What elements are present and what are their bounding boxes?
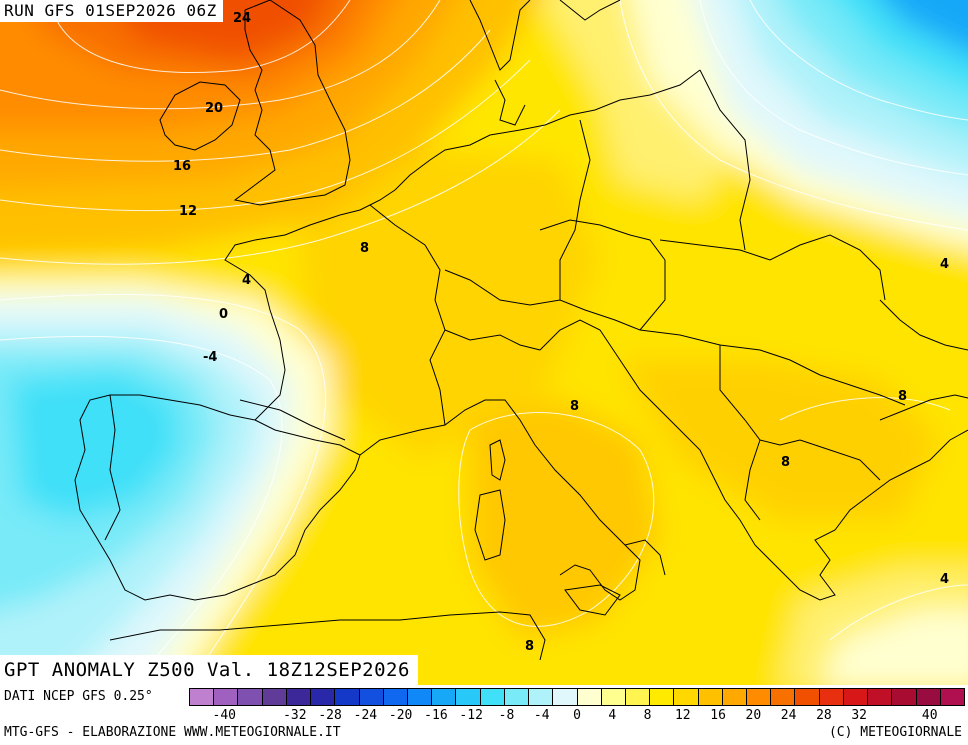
legend-tick-label: 24 [780, 708, 797, 723]
legend-swatch [190, 689, 215, 705]
legend-swatch [601, 689, 626, 705]
legend-tick-label: -24 [353, 708, 378, 723]
legend-swatch [311, 689, 336, 705]
legend-swatch [553, 689, 578, 705]
legend-swatch [843, 689, 869, 705]
legend-swatch [238, 689, 263, 705]
legend-swatch [262, 689, 287, 705]
legend-tick-label: -20 [388, 708, 413, 723]
color-legend [189, 688, 965, 706]
data-source-label: DATI NCEP GFS 0.25° [4, 689, 153, 704]
contour-label: 8 [898, 389, 907, 404]
legend-swatch [722, 689, 748, 705]
legend-tick-label: 12 [674, 708, 691, 723]
legend-tick-label: -40 [212, 708, 237, 723]
contour-label: -4 [203, 350, 217, 365]
anomaly-map: 24 20 16 12 8 4 0 -4 8 8 8 8 4 4 [0, 0, 968, 685]
legend-swatch [456, 689, 481, 705]
legend-swatch [383, 689, 408, 705]
legend-swatch [940, 689, 964, 705]
legend-tick-label: 0 [573, 708, 581, 723]
coastlines-borders [74, 0, 968, 661]
contour-labels: 24 20 16 12 8 4 0 -4 8 8 8 8 4 4 [173, 11, 949, 654]
legend-swatch [771, 689, 796, 705]
legend-swatch [747, 689, 772, 705]
legend-ticks: -40 -32 -28 -24 -20 -16 -12 -8 -4 0 4 8 12 16 20 24 28 32… [189, 708, 965, 724]
contour-label: 8 [570, 399, 579, 414]
contour-label: 4 [242, 273, 251, 288]
legend-swatch [504, 689, 530, 705]
legend-swatch [480, 689, 505, 705]
contour-label: 0 [219, 307, 228, 322]
legend-swatch [698, 689, 723, 705]
legend-tick-label: 8 [643, 708, 652, 723]
contour-lines [0, 0, 968, 685]
legend-swatch [407, 689, 433, 705]
contour-label: 8 [360, 241, 369, 256]
legend-swatch [432, 689, 457, 705]
legend-swatch [674, 689, 699, 705]
legend-swatch [577, 689, 602, 705]
legend-tick-label: 40 [921, 708, 938, 723]
legend-swatch [819, 689, 844, 705]
legend-tick-label: 28 [816, 708, 832, 723]
run-label: RUN GFS 01SEP2026 06Z [0, 0, 223, 22]
legend-tick-label: -16 [424, 708, 448, 723]
legend-tick-label: 32 [851, 708, 867, 723]
legend-swatch [286, 689, 312, 705]
legend-swatch [214, 689, 239, 705]
map-title: GPT ANOMALY Z500 Val. 18Z12SEP2026 [0, 655, 418, 685]
legend-tick-label: 4 [608, 708, 617, 723]
legend-swatch [359, 689, 384, 705]
legend-swatch [795, 689, 820, 705]
legend-swatch [892, 689, 917, 705]
contour-label: 8 [525, 639, 534, 654]
legend-swatch [529, 689, 554, 705]
legend-swatch [650, 689, 675, 705]
legend-swatch [625, 689, 651, 705]
legend-tick-label: -8 [498, 708, 515, 723]
contour-label: 16 [173, 159, 191, 174]
legend-tick-label: -12 [459, 708, 483, 723]
copyright-label: (C) METEOGIORNALE [828, 725, 962, 740]
legend-swatch [868, 689, 893, 705]
contour-label: 24 [233, 11, 251, 26]
legend-tick-label: -4 [533, 708, 550, 723]
contour-label: 20 [205, 101, 223, 116]
legend-tick-label: 16 [710, 708, 726, 723]
credit-label: MTG-GFS - ELABORAZIONE WWW.METEOGIORNALE… [4, 725, 341, 740]
legend-tick-label: -28 [318, 708, 342, 723]
legend-swatch [335, 689, 360, 705]
contour-label: 8 [781, 455, 790, 470]
legend-swatch [916, 689, 941, 705]
legend-tick-label: -32 [283, 708, 307, 723]
contour-label: 4 [940, 572, 949, 587]
legend-tick-label: 20 [745, 708, 762, 723]
contour-label: 12 [179, 204, 197, 219]
contour-label: 4 [940, 257, 949, 272]
anomaly-shading [0, 0, 968, 685]
